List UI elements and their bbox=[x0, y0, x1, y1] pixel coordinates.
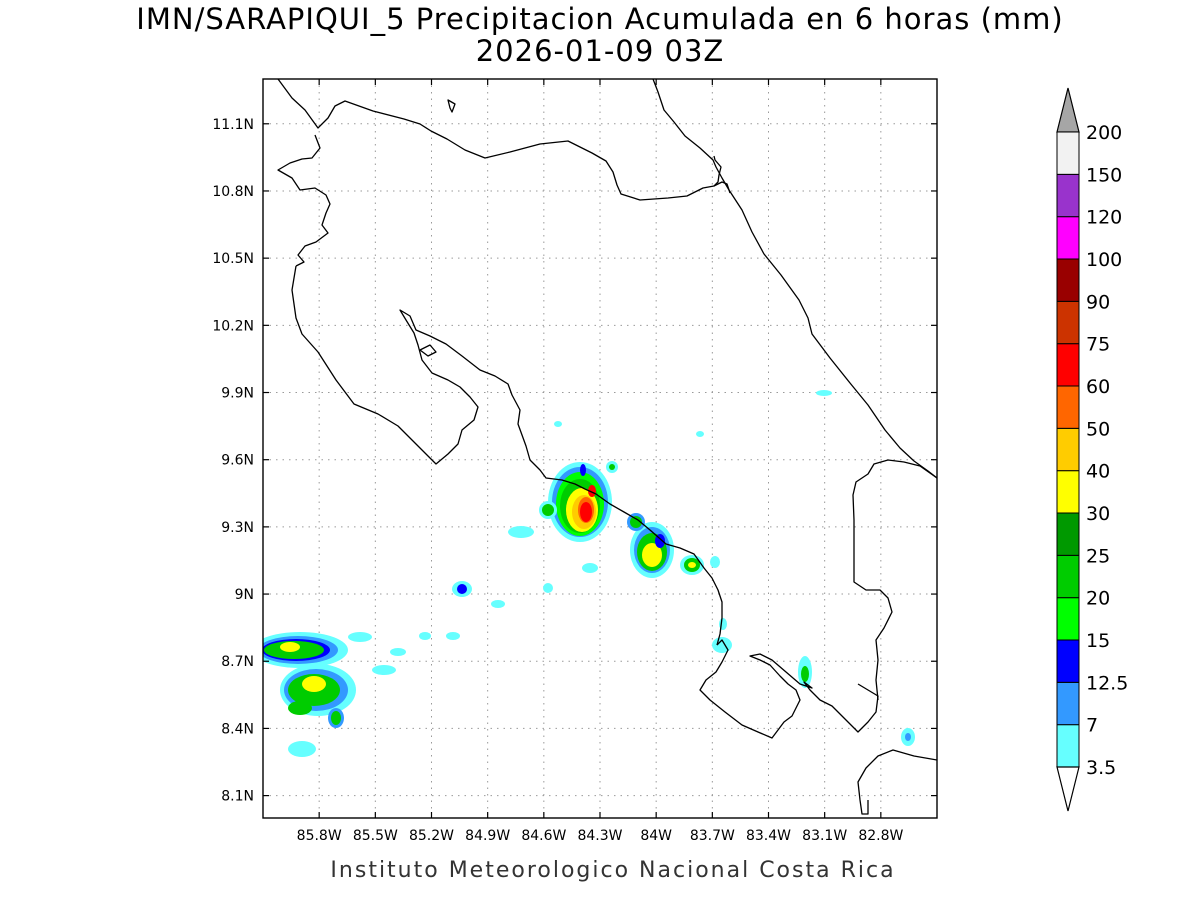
nicaragua-costa-rica-border bbox=[277, 79, 722, 201]
lat-tick-label: 10.8N bbox=[212, 184, 254, 200]
institution-credit: Instituto Meteorologico Nacional Costa R… bbox=[330, 858, 895, 883]
lat-tick-label: 9N bbox=[235, 587, 254, 603]
colorbar-level-label: 120 bbox=[1086, 207, 1122, 229]
map-background bbox=[263, 79, 937, 818]
lat-tick-label: 8.7N bbox=[221, 654, 254, 670]
colorbar-level-label: 20 bbox=[1086, 588, 1110, 610]
lat-tick-label: 10.2N bbox=[212, 318, 254, 334]
precipitation-field bbox=[263, 390, 915, 757]
colorbar-swatch bbox=[1056, 173, 1080, 218]
lon-tick-label: 83.4W bbox=[746, 828, 791, 844]
lon-tick-label: 85.2W bbox=[409, 828, 454, 844]
colorbar-level-label: 25 bbox=[1086, 545, 1110, 567]
colorbar-level-label: 40 bbox=[1086, 461, 1110, 483]
colorbar-swatch bbox=[1056, 597, 1080, 641]
map-subtitle-datetime: 2026-01-09 03Z bbox=[476, 34, 725, 68]
colorbar-swatch bbox=[1056, 258, 1080, 302]
colorbar-swatch bbox=[1056, 131, 1080, 175]
colorbar-swatch bbox=[1056, 512, 1080, 556]
lon-tick-label: 84.6W bbox=[521, 828, 566, 844]
colorbar-swatch bbox=[1056, 216, 1080, 260]
lat-tick-label: 9.6N bbox=[221, 453, 254, 469]
lat-tick-label: 9.3N bbox=[221, 520, 254, 536]
colorbar-level-label: 12.5 bbox=[1086, 672, 1128, 694]
colorbar-swatch bbox=[1056, 470, 1080, 514]
rain-cell-west-offshore bbox=[263, 632, 460, 757]
colorbar-level-label: 7 bbox=[1086, 715, 1098, 737]
colorbar-level-label: 3.5 bbox=[1086, 757, 1116, 779]
northwest-inlet bbox=[447, 99, 456, 113]
lon-tick-label: 83.1W bbox=[802, 828, 847, 844]
lon-tick-label: 84W bbox=[640, 828, 672, 844]
colorbar-legend: 3.5 7 12.5 15 20 25 30 40 50 60 75 90 100 120 150 200 bbox=[1056, 87, 1128, 812]
lon-tick-label: 84.3W bbox=[577, 828, 622, 844]
latitude-axis: 11.1N 10.8N 10.5N 10.2N 9.9N 9.6N 9.3N 9N 8.7N 8.… bbox=[212, 117, 937, 805]
colorbar-swatch bbox=[1056, 300, 1080, 345]
colorbar-level-label: 30 bbox=[1086, 503, 1110, 525]
caribbean-coast bbox=[652, 79, 937, 479]
colorbar-level-label: 150 bbox=[1086, 164, 1122, 186]
caribbean-coast-inlet bbox=[713, 181, 731, 194]
panama-border bbox=[852, 459, 937, 701]
colorbar-under-arrow bbox=[1056, 766, 1080, 812]
colorbar-level-label: 60 bbox=[1086, 376, 1110, 398]
colorbar-level-label: 15 bbox=[1086, 630, 1110, 652]
colorbar-swatch bbox=[1056, 639, 1080, 683]
lat-tick-label: 9.9N bbox=[221, 386, 254, 402]
map-panel: 11.1N 10.8N 10.5N 10.2N 9.9N 9.6N 9.3N 9N 8.7N 8.… bbox=[212, 78, 938, 844]
osa-peninsula-coast bbox=[699, 639, 879, 739]
lake-nicaragua-shore bbox=[277, 134, 331, 267]
colorbar-level-label: 100 bbox=[1086, 249, 1122, 271]
colorbar-swatch bbox=[1056, 343, 1080, 387]
lon-tick-label: 85.5W bbox=[353, 828, 398, 844]
colorbar-level-label: 75 bbox=[1086, 334, 1110, 356]
colorbar-swatch bbox=[1056, 427, 1080, 472]
lat-tick-label: 8.4N bbox=[221, 721, 254, 737]
map-title: IMN/SARAPIQUI_5 Precipitacion Acumulada … bbox=[136, 2, 1063, 36]
rain-cell-isolated bbox=[452, 390, 915, 746]
rain-cell-central bbox=[508, 421, 618, 593]
lat-tick-label: 10.5N bbox=[212, 251, 254, 267]
lon-tick-label: 85.8W bbox=[297, 828, 342, 844]
colorbar-swatch bbox=[1056, 681, 1080, 726]
lon-tick-label: 83.7W bbox=[690, 828, 735, 844]
lon-tick-label: 82.8W bbox=[858, 828, 903, 844]
lat-tick-label: 8.1N bbox=[221, 789, 254, 805]
colorbar-level-label: 90 bbox=[1086, 291, 1110, 313]
lon-tick-label: 84.9W bbox=[465, 828, 510, 844]
colorbar-level-label: 200 bbox=[1086, 122, 1122, 144]
longitude-axis: 85.8W 85.5W 85.2W 84.9W 84.6W 84.3W 84W 83.7W 83… bbox=[297, 79, 903, 844]
colorbar-swatch bbox=[1056, 724, 1080, 768]
nicoya-island bbox=[419, 344, 437, 357]
colorbar-swatch bbox=[1056, 385, 1080, 429]
pacific-coast-nicoya bbox=[291, 265, 723, 646]
lat-tick-label: 11.1N bbox=[212, 117, 254, 133]
colorbar-level-label: 50 bbox=[1086, 418, 1110, 440]
burica-peninsula bbox=[857, 749, 937, 815]
colorbar-over-arrow bbox=[1056, 87, 1080, 133]
coastline-and-borders bbox=[277, 79, 937, 815]
colorbar-swatch bbox=[1056, 554, 1080, 599]
